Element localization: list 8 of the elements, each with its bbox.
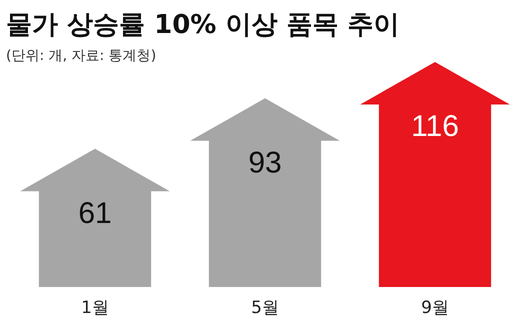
chart-subtitle: (단위: 개, 자료: 통계청) bbox=[6, 48, 156, 64]
data-label: 61 bbox=[78, 196, 112, 230]
data-label: 93 bbox=[248, 146, 282, 180]
x-tick-label: 5월 bbox=[251, 298, 279, 318]
x-tick-label: 9월 bbox=[421, 298, 449, 318]
chart-title: 물가 상승률 10% 이상 품목 추이 bbox=[6, 10, 400, 40]
x-tick-label: 1월 bbox=[81, 298, 109, 318]
data-label: 116 bbox=[411, 110, 459, 143]
